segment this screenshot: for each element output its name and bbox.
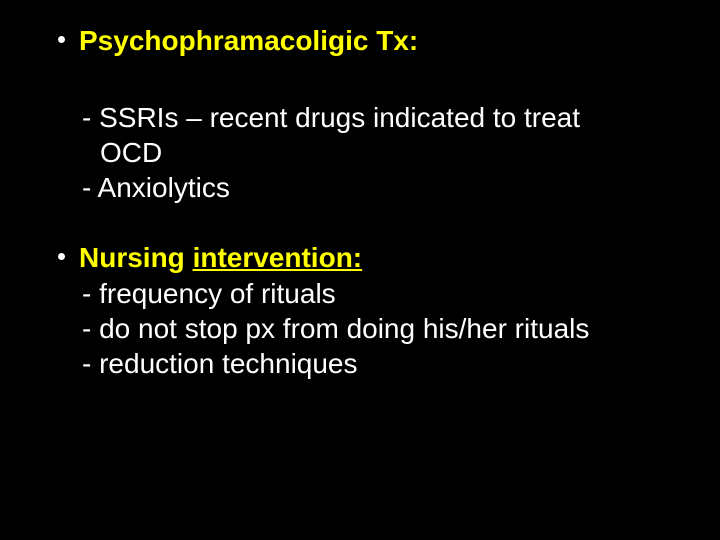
bullet-icon xyxy=(58,36,65,43)
section-psychopharmacologic: Psychophramacoligic Tx: - SSRIs – recent… xyxy=(24,24,696,205)
heading-nursing-prefix: Nursing xyxy=(79,242,193,273)
heading-psychopharmacologic: Psychophramacoligic Tx: xyxy=(79,24,418,58)
body-line: - frequency of rituals xyxy=(70,276,696,311)
body-line: - Anxiolytics xyxy=(70,170,696,205)
body-line: - SSRIs – recent drugs indicated to trea… xyxy=(70,100,696,135)
body-line: OCD xyxy=(70,135,696,170)
bullet-icon xyxy=(58,253,65,260)
bullet-item: Psychophramacoligic Tx: xyxy=(58,24,696,58)
section2-body: - frequency of rituals - do not stop px … xyxy=(58,276,696,381)
body-line: - do not stop px from doing his/her ritu… xyxy=(70,311,696,346)
section1-body: - SSRIs – recent drugs indicated to trea… xyxy=(58,100,696,205)
heading-nursing: Nursing intervention: xyxy=(79,241,362,275)
bullet-item: Nursing intervention: xyxy=(58,241,696,275)
section-nursing: Nursing intervention: - frequency of rit… xyxy=(24,241,696,382)
heading-nursing-underline: intervention: xyxy=(193,242,363,273)
body-line: - reduction techniques xyxy=(70,346,696,381)
